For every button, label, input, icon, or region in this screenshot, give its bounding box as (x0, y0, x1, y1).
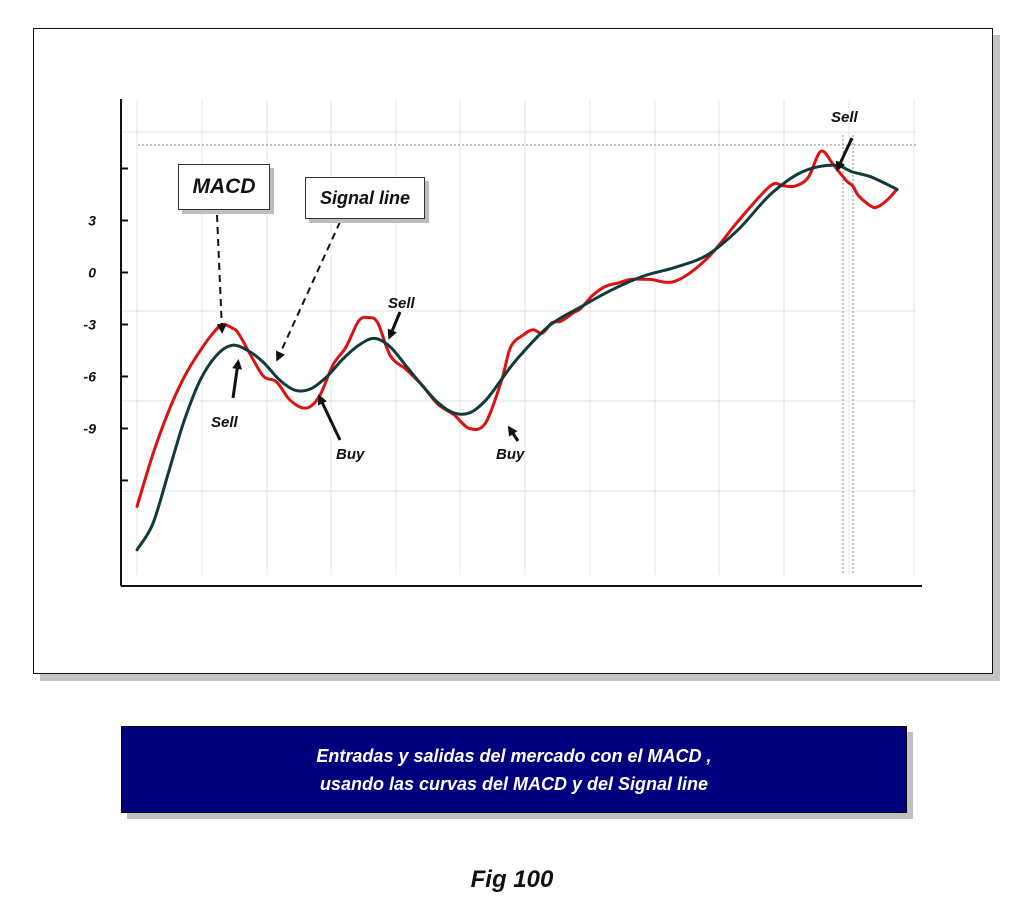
sell-2-label: Sell (388, 295, 416, 312)
signal-pointer-arrow (275, 221, 341, 362)
chart-frame (33, 28, 993, 674)
y-tick-label: -3 (84, 316, 97, 332)
sell-1-arrow (231, 359, 243, 399)
y-tick-label: 3 (88, 213, 96, 229)
y-tick-label: -6 (84, 368, 97, 384)
sell-1-label: Sell (211, 414, 239, 431)
series-line-signal-line (135, 163, 899, 552)
caption-line-1: Entradas y salidas del mercado con el MA… (316, 745, 712, 766)
y-tick-label: -9 (84, 420, 97, 436)
buy-1-label: Buy (336, 446, 365, 463)
sell-3-label: Sell (831, 109, 859, 126)
sell-2-arrow (387, 311, 402, 340)
y-tick-label: 0 (88, 265, 96, 281)
macd-callout: MACD (178, 164, 270, 210)
series-line-macd (135, 149, 899, 508)
macd-pointer-arrow (216, 214, 227, 334)
signal-line-callout: Signal line (305, 177, 425, 219)
chart-axes (120, 99, 922, 587)
buy-2-arrow (507, 425, 520, 442)
series-lines (135, 149, 899, 552)
buy-1-arrow (318, 394, 342, 441)
buy-2-label: Buy (496, 446, 525, 463)
chart-grid (121, 99, 916, 575)
figure-label: Fig 100 (470, 866, 554, 893)
caption-box: Entradas y salidas del mercado con el MA… (121, 726, 907, 813)
caption-line-2: usando las curvas del MACD y del Signal … (319, 773, 709, 794)
y-tick-labels: 3 0 -3 -6 -9 (84, 167, 128, 482)
sell-3-arrow (836, 137, 854, 172)
